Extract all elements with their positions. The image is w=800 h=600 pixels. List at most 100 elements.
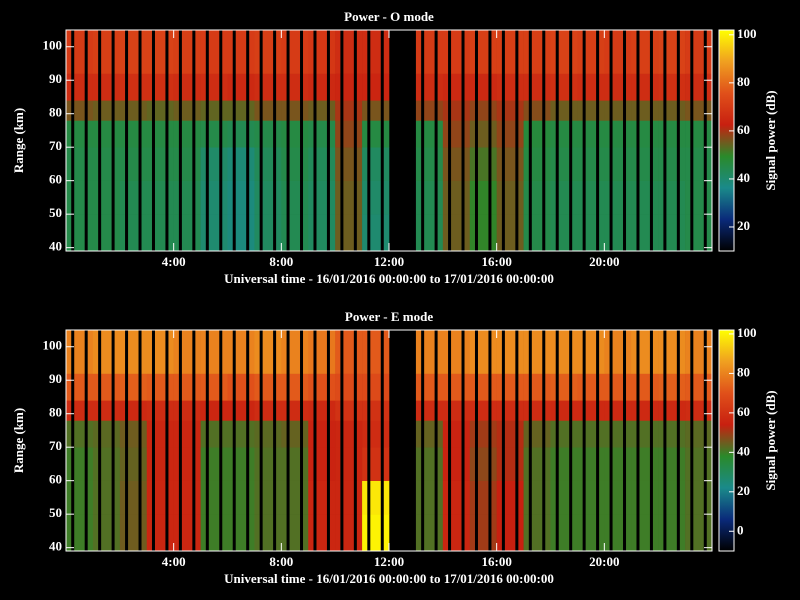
heatmap-cell: [550, 420, 578, 448]
stripe-gap: [582, 330, 586, 551]
heatmap-cell: [200, 400, 228, 421]
chart-title: Power - E mode: [345, 309, 433, 324]
stripe-gap: [515, 30, 519, 251]
heatmap-cell: [335, 330, 363, 374]
stripe-gap: [528, 30, 532, 251]
heatmap-cell: [335, 73, 363, 101]
heatmap-cell: [523, 447, 551, 481]
heatmap-cell: [442, 30, 471, 74]
heatmap-cell: [577, 100, 605, 121]
heatmap-cell: [523, 120, 551, 148]
stripe-gap: [663, 330, 667, 551]
heatmap-cell: [66, 73, 94, 101]
heatmap-cell: [658, 514, 686, 552]
chart-title: Power - O mode: [344, 9, 434, 24]
heatmap-cell: [335, 100, 363, 121]
heatmap-cell: [685, 120, 713, 148]
stripe-gap: [407, 330, 411, 551]
heatmap-cell: [173, 73, 201, 101]
heatmap-cell: [469, 373, 497, 401]
stripe-gap: [569, 30, 573, 251]
heatmap-cell: [227, 330, 255, 374]
heatmap-cell: [119, 147, 148, 181]
heatmap-cell: [415, 73, 444, 101]
heatmap-cell: [173, 480, 201, 515]
heatmap-cell: [362, 180, 390, 215]
stripe-gap: [623, 330, 627, 551]
heatmap-cell: [631, 330, 659, 374]
heatmap-cell: [308, 420, 336, 448]
heatmap-cell: [604, 447, 632, 481]
heatmap-cell: [523, 214, 551, 252]
heatmap-cell: [200, 373, 228, 401]
heatmap-cell: [685, 330, 713, 374]
heatmap-cell: [254, 180, 282, 215]
x-tick-label: 16:00: [481, 254, 511, 269]
heatmap-cell: [92, 420, 121, 448]
x-tick-label: 20:00: [589, 554, 619, 569]
x-tick-label: 4:00: [162, 554, 186, 569]
colorbar-tick-label: 20: [737, 218, 750, 233]
stripe-gap: [353, 330, 357, 551]
stripe-gap: [448, 330, 452, 551]
stripe-gap: [286, 30, 290, 251]
heatmap-cell: [66, 447, 94, 481]
heatmap-cell: [658, 420, 686, 448]
stripe-gap: [488, 30, 492, 251]
heatmap-cell: [362, 514, 390, 552]
heatmap-cell: [308, 180, 336, 215]
heatmap-cell: [66, 214, 94, 252]
colorbar: [718, 29, 735, 252]
heatmap-cell: [550, 514, 578, 552]
y-tick-label: 90: [49, 71, 62, 86]
heatmap-cell: [658, 30, 686, 74]
heatmap-cell: [685, 73, 713, 101]
heatmap-cell: [631, 180, 659, 215]
heatmap-cell: [254, 480, 282, 515]
heatmap-cell: [308, 214, 336, 252]
x-axis-title: Universal time - 16/01/2016 00:00:00 to …: [224, 571, 554, 586]
colorbar-title: Signal power (dB): [763, 90, 778, 190]
heatmap-cell: [496, 447, 524, 481]
stripe-gap: [501, 330, 505, 551]
stripe-gap: [111, 30, 115, 251]
colorbar-title: Signal power (dB): [763, 390, 778, 490]
heatmap-cell: [442, 400, 471, 421]
y-tick-label: 100: [43, 38, 63, 53]
stripe-gap: [98, 330, 102, 551]
heatmap-cell: [631, 100, 659, 121]
heatmap-cell: [66, 514, 94, 552]
heatmap-cell: [631, 447, 659, 481]
heatmap-cell: [550, 214, 578, 252]
heatmap-cell: [442, 420, 471, 448]
heatmap-cell: [362, 100, 390, 121]
heatmap-cell: [281, 120, 309, 148]
heatmap-cell: [362, 400, 390, 421]
heatmap-cell: [227, 514, 255, 552]
heatmap-cell: [469, 480, 497, 515]
heatmap-cell: [92, 120, 121, 148]
heatmap-cell: [281, 400, 309, 421]
heatmap-cell: [523, 147, 551, 181]
heatmap-cell: [415, 30, 444, 74]
heatmap-cell: [119, 120, 148, 148]
stripe-gap: [300, 330, 304, 551]
heatmap-cell: [146, 373, 174, 401]
heatmap-cell: [577, 480, 605, 515]
heatmap-cell: [469, 400, 497, 421]
heatmap-cell: [496, 73, 524, 101]
stripe-gap: [138, 30, 142, 251]
heatmap-cell: [550, 330, 578, 374]
heatmap-cell: [227, 420, 255, 448]
colorbar-tick-label: 40: [737, 443, 750, 458]
heatmap-cell: [119, 480, 148, 515]
heatmap-cell: [442, 73, 471, 101]
y-tick-label: 40: [49, 539, 62, 554]
y-tick-label: 80: [49, 105, 62, 120]
heatmap-cell: [577, 400, 605, 421]
heatmap-cell: [415, 447, 444, 481]
stripe-gap: [138, 330, 142, 551]
stripe-gap: [259, 330, 263, 551]
stripe-gap: [555, 330, 559, 551]
heatmap-cell: [119, 400, 148, 421]
